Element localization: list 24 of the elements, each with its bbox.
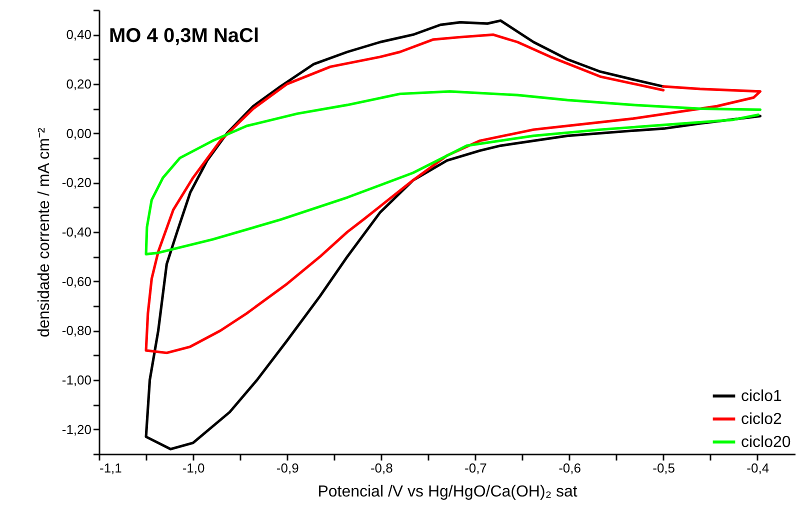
x-tick-label: -1,0 bbox=[182, 460, 205, 476]
y-axis-title: densidade corrente / mA cm⁻² bbox=[36, 127, 53, 338]
legend-label: ciclo1 bbox=[741, 388, 782, 405]
y-tick-label: 0,40 bbox=[66, 27, 92, 42]
legend-label: ciclo20 bbox=[741, 434, 791, 451]
y-tick-label: -0,20 bbox=[62, 175, 92, 190]
x-tick-label: -0,7 bbox=[464, 460, 487, 476]
x-tick-label: -0,9 bbox=[276, 460, 299, 476]
y-tick-label: -1,20 bbox=[62, 422, 92, 437]
y-tick-label: 0,00 bbox=[66, 126, 92, 141]
y-tick-label: -1,00 bbox=[62, 372, 92, 388]
x-tick-label: -0,8 bbox=[370, 460, 393, 476]
x-tick-label: -0,5 bbox=[652, 460, 676, 476]
x-axis-title: Potencial /V vs Hg/HgO/Ca(OH)₂ sat bbox=[318, 484, 578, 500]
x-tick-label: -0,6 bbox=[558, 460, 581, 476]
legend-label: ciclo2 bbox=[741, 411, 782, 428]
text: MO 4 0,3M NaCl bbox=[109, 25, 260, 47]
line-series bbox=[144, 90, 762, 256]
x-tick-label: -0,4 bbox=[746, 460, 770, 476]
y-tick-label: 0,20 bbox=[66, 76, 92, 92]
y-tick-label: -0,60 bbox=[62, 274, 92, 289]
y-tick-label: -0,40 bbox=[62, 224, 92, 240]
x-tick-label: -1,1 bbox=[100, 460, 122, 476]
y-tick-label: -0,80 bbox=[62, 323, 92, 338]
